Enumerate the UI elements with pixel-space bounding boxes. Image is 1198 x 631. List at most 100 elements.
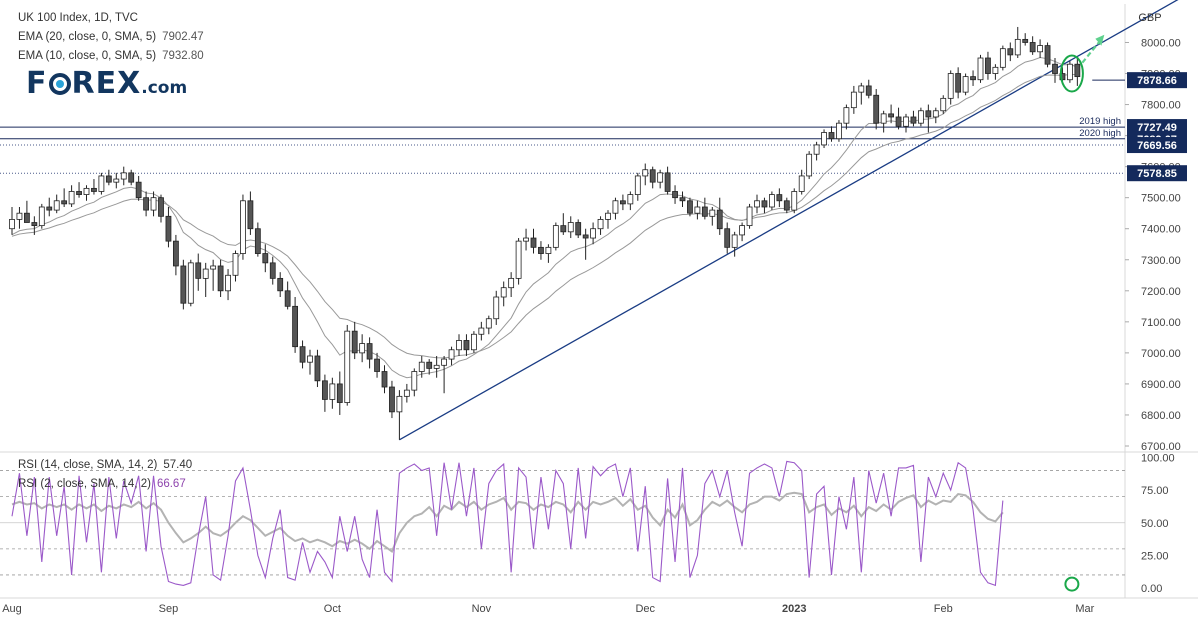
candle [493,290,500,325]
candle-body [977,57,984,81]
candle-body [955,73,962,93]
time-axis-label: Dec [635,603,655,615]
candle [739,222,745,242]
candle [23,200,30,223]
candle-body [642,169,649,177]
candle [754,194,760,214]
candle-body [262,253,269,264]
candle [895,107,902,130]
candle-body [98,175,105,192]
legend-title: UK 100 Index, 1D, TVC [18,12,138,24]
candle-body [172,240,179,267]
candle [567,216,574,239]
candle [664,166,671,195]
candle-body [932,110,939,118]
candle [977,54,984,83]
candle [1044,42,1051,68]
candle [277,272,284,298]
candle [68,185,75,207]
candle [1052,58,1058,83]
candle [701,197,708,220]
candle-body [1007,48,1014,56]
candle-body [493,296,500,320]
candle-body [687,200,693,214]
candle [470,331,477,353]
candle-body [739,225,745,236]
candle-body [992,66,999,74]
candle [515,238,522,285]
candle-body [1022,38,1029,43]
candle [336,371,343,415]
candle [210,259,217,291]
level-price-label: 7669.56 [1137,140,1177,152]
candle [597,216,604,235]
candle-body [880,113,887,124]
candle-body [38,206,45,227]
candle [508,272,515,298]
candle-body [620,200,626,205]
candle-body [202,268,209,279]
candle [783,197,790,214]
price-tick-label: 7400.00 [1141,224,1181,236]
candle [98,172,105,195]
candle-body [23,212,30,223]
candle [403,383,410,403]
candle-body [232,253,239,276]
candle [344,324,351,406]
candle-body [679,197,686,202]
price-tick-label: 7800.00 [1141,100,1181,112]
currency-label: GBP [1138,12,1161,24]
candle [396,390,403,440]
candle-body [769,194,775,208]
grid [0,4,1198,599]
candle [172,234,179,276]
candle [1029,36,1036,55]
candle-body [895,116,902,127]
candle-body [470,333,477,351]
candle [389,380,395,419]
legend-ema10-label: EMA (10, close, 0, SMA, 5) [18,50,157,62]
candle [918,107,924,127]
candle-body [91,187,97,192]
candle [1022,33,1029,46]
candle-body [165,215,172,242]
candle [38,203,45,229]
candle-body [46,206,53,211]
candle [821,129,827,149]
candle-body [746,206,753,227]
candle-body [359,343,366,354]
candle-body [940,97,947,112]
level-price-badge [1127,137,1187,154]
annotations [1059,34,1105,592]
candle-body [463,340,470,351]
candle [634,172,641,201]
candle-body [485,318,492,329]
price-tick-label: 6700.00 [1141,441,1181,453]
candle [448,346,455,366]
candle [411,368,418,397]
rsi-tick-label: 100.00 [1141,453,1175,465]
candle [433,355,440,378]
candle-body [575,222,582,236]
candle-body [888,113,894,118]
candle-body [135,181,142,199]
candle-body [478,327,485,335]
candle [16,206,23,229]
candle-body [217,265,224,292]
candle-body [448,349,455,360]
candle [716,197,723,235]
candle-body [716,209,723,230]
candle [1037,39,1043,58]
candle-body [403,389,410,397]
time-axis-label: 2023 [782,603,806,615]
candle [985,51,991,80]
candle [672,185,678,204]
candle [679,191,686,207]
candle-body [150,197,157,211]
candle [530,228,537,254]
candle-body [530,237,537,248]
candle [76,182,82,198]
candle [560,213,567,235]
rsi-lines [11,460,1004,587]
candle [813,141,820,161]
